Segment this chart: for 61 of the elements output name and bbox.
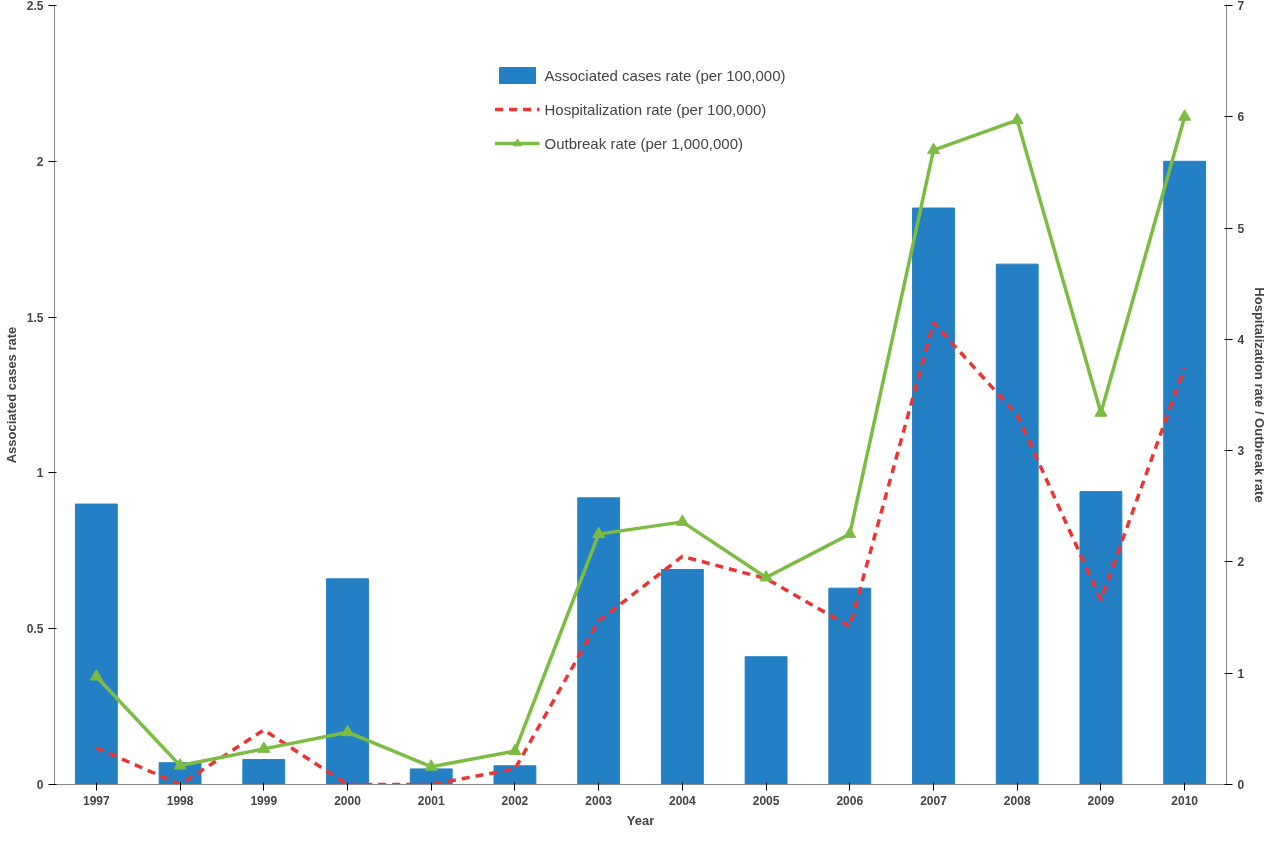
x-tick-label: 1998	[166, 793, 194, 808]
x-tick-label: 2009	[1087, 793, 1115, 808]
y2-tick-label: 6	[1237, 110, 1245, 125]
y-tick-label: 2	[36, 154, 44, 169]
point	[927, 142, 940, 155]
point	[759, 570, 773, 582]
point	[89, 669, 103, 681]
x-tick-label: 2002	[501, 793, 529, 808]
point	[424, 759, 438, 771]
y2-tick-label: 5	[1237, 221, 1245, 236]
bar	[577, 497, 621, 785]
legend-label: Hospitalization rate (per 100,000)	[544, 100, 767, 118]
point	[1094, 405, 1108, 417]
point	[257, 741, 271, 753]
x-tick-label: 2010	[1171, 793, 1199, 808]
x-tick-label: 1997	[83, 793, 111, 808]
y-axis-title: Associated cases rate	[3, 326, 19, 464]
y-tick-label: 0.5	[26, 622, 44, 637]
x-tick-label: 2003	[585, 793, 613, 808]
point	[508, 743, 522, 756]
point	[173, 758, 187, 770]
y2-tick-label: 2	[1237, 555, 1245, 570]
x-tick-label: 2005	[752, 793, 780, 808]
x-axis-title: Year	[626, 812, 655, 828]
bar	[74, 503, 118, 785]
point	[843, 526, 857, 539]
point	[1010, 112, 1024, 125]
point	[1178, 109, 1192, 121]
y2-tick-label: 7	[1237, 0, 1245, 13]
x-tick-label: 2004	[669, 793, 697, 808]
x-tick-label: 2007	[920, 793, 948, 808]
point	[341, 724, 354, 737]
bar	[1163, 160, 1207, 785]
y-tick-label: 2.5	[26, 0, 44, 13]
bar	[912, 207, 955, 785]
bar	[660, 569, 704, 785]
y-tick-label: 1.5	[26, 310, 44, 325]
bar	[995, 263, 1039, 785]
line-series	[94, 320, 1187, 785]
legend-label: Associated cases rate (per 100,000)	[544, 66, 786, 84]
y2-tick-label: 0	[1237, 778, 1245, 792]
y2-tick-label: 3	[1237, 444, 1245, 459]
x-tick-label: 1999	[250, 793, 278, 808]
bar	[493, 765, 537, 785]
bar	[1079, 491, 1123, 785]
x-tick-label: 2001	[417, 793, 445, 808]
bar	[828, 587, 872, 785]
y-tick-label: 1	[36, 466, 44, 481]
x-tick-label: 2006	[836, 793, 864, 808]
y2-tick-label: 1	[1237, 666, 1245, 681]
point	[675, 514, 689, 526]
legend-label: Outbreak rate (per 1,000,000)	[544, 134, 743, 152]
y2-tick-label: 4	[1237, 332, 1245, 347]
x-tick-label: 2008	[1003, 793, 1031, 808]
point	[592, 526, 606, 539]
bar	[744, 656, 788, 785]
bar	[326, 578, 369, 785]
bar	[242, 759, 286, 785]
y2-axis-title: Hospitalization rate / Outbreak rate	[1252, 287, 1268, 503]
x-tick-label: 2000	[334, 793, 362, 808]
y-tick-label: 0	[36, 778, 44, 792]
